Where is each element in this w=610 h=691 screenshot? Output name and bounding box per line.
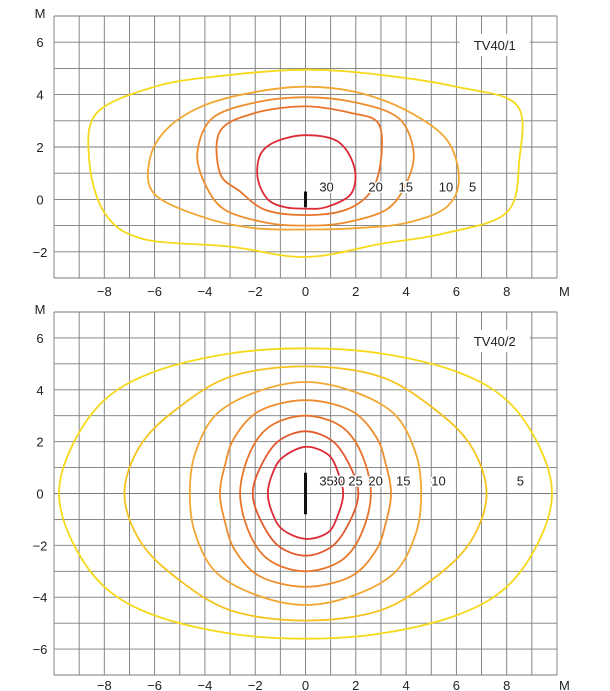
x-tick-label: 2 [352,678,359,691]
x-tick-label: −4 [197,678,212,691]
isolux-contour-5 [58,347,553,640]
y-tick-label: −2 [33,245,48,260]
panel-label-box [459,330,530,352]
contour-label-5: 5 [517,474,524,489]
contour-label-10: 10 [439,179,453,194]
isolux-contour-25 [239,414,372,573]
isolux-contour-35 [266,445,345,540]
contour-label-20: 20 [368,474,382,489]
contour-label-30: 30 [331,474,345,489]
x-tick-label: −8 [97,284,112,299]
contour-label-10: 10 [431,474,445,489]
y-tick-label: 6 [36,35,43,50]
isolux-contour-15 [188,381,423,606]
y-tick-label: 2 [36,140,43,155]
y-tick-label: 4 [36,383,43,398]
y-tick-label: −4 [33,590,48,605]
contour-label-25: 25 [348,474,362,489]
panel-label-box [459,34,530,56]
x-tick-label: −4 [197,284,212,299]
panel-label: TV40/2 [474,334,516,349]
isolux-contour-10 [123,365,488,622]
x-tick-label: 8 [503,678,510,691]
contour-label-15: 15 [399,179,413,194]
x-tick-label: −6 [147,678,162,691]
y-tick-label: −6 [33,642,48,657]
x-tick-label: 0 [302,284,309,299]
y-axis-unit: M [35,6,46,21]
x-tick-label: 4 [402,678,409,691]
contour-label-5: 5 [469,179,476,194]
y-tick-label: 6 [36,331,43,346]
x-tick-label: 2 [352,284,359,299]
x-tick-label: −2 [248,284,263,299]
isolux-contour-30 [251,430,360,557]
isolux-panel-2: MM−8 −6 −4 −2 0 2 4 6 86420−2−4−65101520253035TV… [33,302,570,691]
y-axis-unit: M [35,302,46,317]
y-tick-label: 0 [36,192,43,207]
x-axis-unit: M [559,284,570,299]
y-tick-label: 4 [36,88,43,103]
x-tick-label: −6 [147,284,162,299]
y-tick-label: −2 [33,538,48,553]
contour-label-20: 20 [368,179,382,194]
isolux-contour-15 [196,96,415,227]
x-axis-unit: M [559,678,570,691]
isolux-contour-20 [215,105,383,216]
contour-label-15: 15 [396,474,410,489]
contour-label-35: 35 [319,474,333,489]
x-tick-label: 8 [503,284,510,299]
x-tick-label: 4 [402,284,409,299]
x-tick-label: 0 [302,678,309,691]
y-tick-label: 0 [36,487,43,502]
isolux-contour-5 [87,68,524,258]
isolux-contour-30 [256,134,357,210]
isolux-contour-10 [146,85,460,231]
x-tick-label: 6 [453,284,460,299]
y-tick-label: 2 [36,435,43,450]
contour-label-30: 30 [319,179,333,194]
isolux-contour-20 [219,399,392,588]
x-tick-label: −2 [248,678,263,691]
x-tick-label: 6 [453,678,460,691]
panel-label: TV40/1 [474,38,516,53]
x-tick-label: −8 [97,678,112,691]
